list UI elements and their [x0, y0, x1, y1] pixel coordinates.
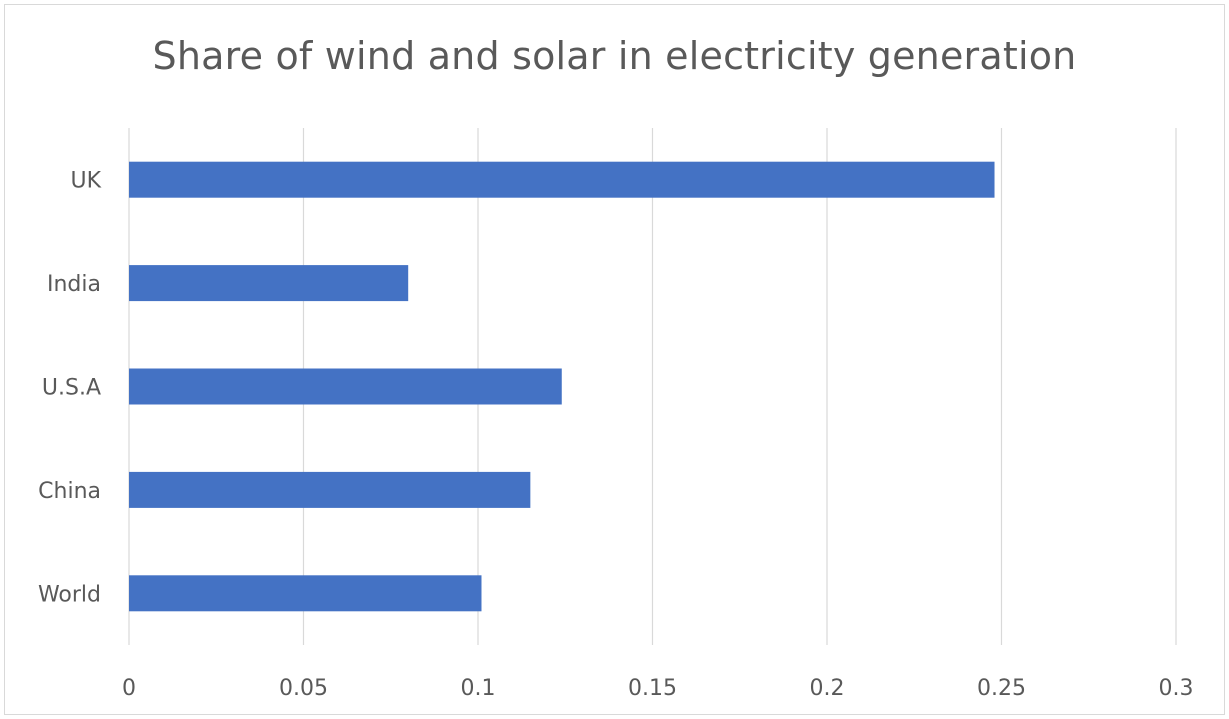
bar-india	[129, 265, 409, 302]
x-tick-label: 0.15	[628, 676, 677, 701]
bar-world	[129, 575, 482, 612]
bar-china	[129, 471, 531, 508]
x-tick-label: 0.1	[461, 676, 496, 701]
category-label: India	[47, 272, 101, 297]
x-tick-label: 0.25	[977, 676, 1026, 701]
category-label: World	[38, 582, 101, 607]
bar-uk	[129, 161, 995, 198]
chart-title: Share of wind and solar in electricity g…	[152, 34, 1077, 78]
x-tick-label: 0	[122, 676, 136, 701]
bars	[129, 161, 995, 612]
bar-u-s-a	[129, 368, 562, 405]
category-label: U.S.A	[42, 376, 101, 401]
x-tick-label: 0.3	[1159, 676, 1194, 701]
category-labels: UK India U.S.A China World	[38, 169, 102, 608]
x-tick-label: 0.05	[279, 676, 328, 701]
category-label: UK	[70, 169, 101, 194]
x-tick-label: 0.2	[810, 676, 845, 701]
category-label: China	[38, 479, 101, 504]
x-tick-labels: 0 0.05 0.1 0.15 0.2 0.25 0.3	[122, 676, 1194, 701]
